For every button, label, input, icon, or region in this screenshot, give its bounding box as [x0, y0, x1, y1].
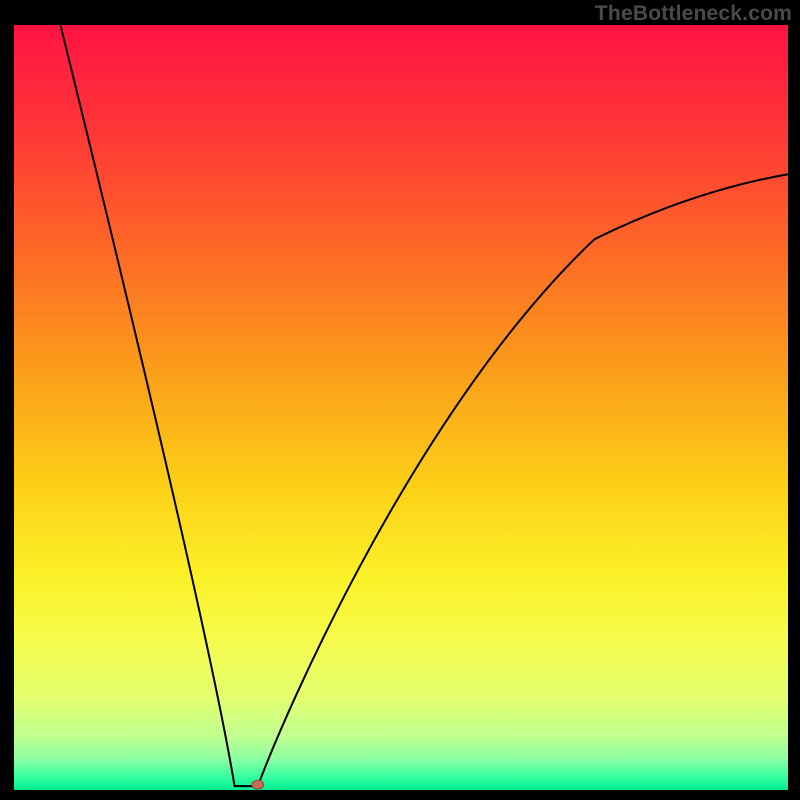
gradient-background: [14, 25, 788, 790]
minimum-marker: [252, 780, 264, 789]
plot-area: [14, 25, 788, 790]
watermark-text: TheBottleneck.com: [595, 2, 792, 26]
chart-svg: [14, 25, 788, 790]
chart-frame: TheBottleneck.com: [0, 0, 800, 800]
